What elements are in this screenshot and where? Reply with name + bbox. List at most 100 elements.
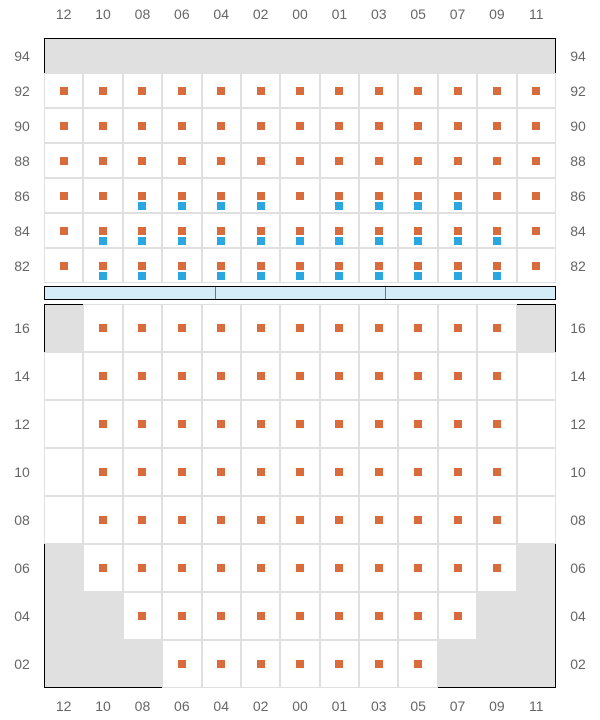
seat-icon[interactable] [296,122,304,130]
seat-icon[interactable] [493,87,501,95]
seat-icon[interactable] [217,87,225,95]
seat-icon[interactable] [335,516,343,524]
seat-icon[interactable] [335,192,343,200]
seat-icon[interactable] [493,272,501,280]
seat-icon[interactable] [138,157,146,165]
seat-icon[interactable] [217,420,225,428]
seat-icon[interactable] [99,468,107,476]
seat-icon[interactable] [138,612,146,620]
seat-icon[interactable] [375,227,383,235]
seat-icon[interactable] [178,660,186,668]
seat-icon[interactable] [217,157,225,165]
seat-icon[interactable] [454,237,462,245]
seat-icon[interactable] [296,324,304,332]
seat-icon[interactable] [493,227,501,235]
seat-icon[interactable] [99,87,107,95]
seat-icon[interactable] [138,192,146,200]
seat-icon[interactable] [138,262,146,270]
seat-icon[interactable] [257,157,265,165]
seat-icon[interactable] [178,157,186,165]
seat-icon[interactable] [60,192,68,200]
seat-icon[interactable] [414,262,422,270]
seat-icon[interactable] [493,564,501,572]
seat-icon[interactable] [493,192,501,200]
seat-icon[interactable] [335,122,343,130]
seat-icon[interactable] [296,192,304,200]
seat-icon[interactable] [257,324,265,332]
seat-icon[interactable] [178,262,186,270]
seat-icon[interactable] [296,564,304,572]
seat-icon[interactable] [493,122,501,130]
seat-icon[interactable] [60,227,68,235]
seat-icon[interactable] [60,157,68,165]
seat-icon[interactable] [257,564,265,572]
seat-icon[interactable] [138,237,146,245]
seat-icon[interactable] [138,324,146,332]
seat-icon[interactable] [335,262,343,270]
seat-icon[interactable] [217,516,225,524]
seat-icon[interactable] [99,516,107,524]
seat-icon[interactable] [178,564,186,572]
seat-icon[interactable] [257,227,265,235]
seat-icon[interactable] [60,122,68,130]
seat-icon[interactable] [178,612,186,620]
seat-icon[interactable] [532,227,540,235]
seat-icon[interactable] [454,202,462,210]
seat-icon[interactable] [454,87,462,95]
seat-icon[interactable] [454,192,462,200]
seat-icon[interactable] [414,272,422,280]
seat-icon[interactable] [375,262,383,270]
seat-icon[interactable] [414,612,422,620]
seat-icon[interactable] [257,272,265,280]
seat-icon[interactable] [178,420,186,428]
seat-icon[interactable] [375,324,383,332]
seat-icon[interactable] [296,272,304,280]
seat-icon[interactable] [296,612,304,620]
seat-icon[interactable] [414,372,422,380]
seat-icon[interactable] [296,516,304,524]
seat-icon[interactable] [532,157,540,165]
seat-icon[interactable] [375,660,383,668]
seat-icon[interactable] [178,372,186,380]
seat-icon[interactable] [532,262,540,270]
seat-icon[interactable] [178,227,186,235]
seat-icon[interactable] [99,227,107,235]
seat-icon[interactable] [414,122,422,130]
seat-icon[interactable] [375,122,383,130]
seat-icon[interactable] [99,372,107,380]
seat-icon[interactable] [217,192,225,200]
seat-icon[interactable] [99,192,107,200]
seat-icon[interactable] [414,468,422,476]
seat-icon[interactable] [257,202,265,210]
seat-icon[interactable] [178,272,186,280]
seat-icon[interactable] [454,227,462,235]
seat-icon[interactable] [178,202,186,210]
seat-icon[interactable] [99,122,107,130]
seat-icon[interactable] [493,157,501,165]
seat-icon[interactable] [99,157,107,165]
seat-icon[interactable] [296,468,304,476]
seat-icon[interactable] [296,87,304,95]
seat-icon[interactable] [335,468,343,476]
seat-icon[interactable] [138,516,146,524]
seat-icon[interactable] [138,87,146,95]
seat-icon[interactable] [454,324,462,332]
seat-icon[interactable] [375,202,383,210]
seat-icon[interactable] [335,564,343,572]
seat-icon[interactable] [454,272,462,280]
seat-icon[interactable] [60,262,68,270]
seat-icon[interactable] [217,372,225,380]
seat-icon[interactable] [217,468,225,476]
seat-icon[interactable] [414,157,422,165]
seat-icon[interactable] [296,420,304,428]
seat-icon[interactable] [493,420,501,428]
seat-icon[interactable] [335,324,343,332]
seat-icon[interactable] [375,272,383,280]
seat-icon[interactable] [257,122,265,130]
seat-icon[interactable] [335,157,343,165]
seat-icon[interactable] [335,612,343,620]
seat-icon[interactable] [375,157,383,165]
seat-icon[interactable] [335,237,343,245]
seat-icon[interactable] [375,564,383,572]
seat-icon[interactable] [217,324,225,332]
